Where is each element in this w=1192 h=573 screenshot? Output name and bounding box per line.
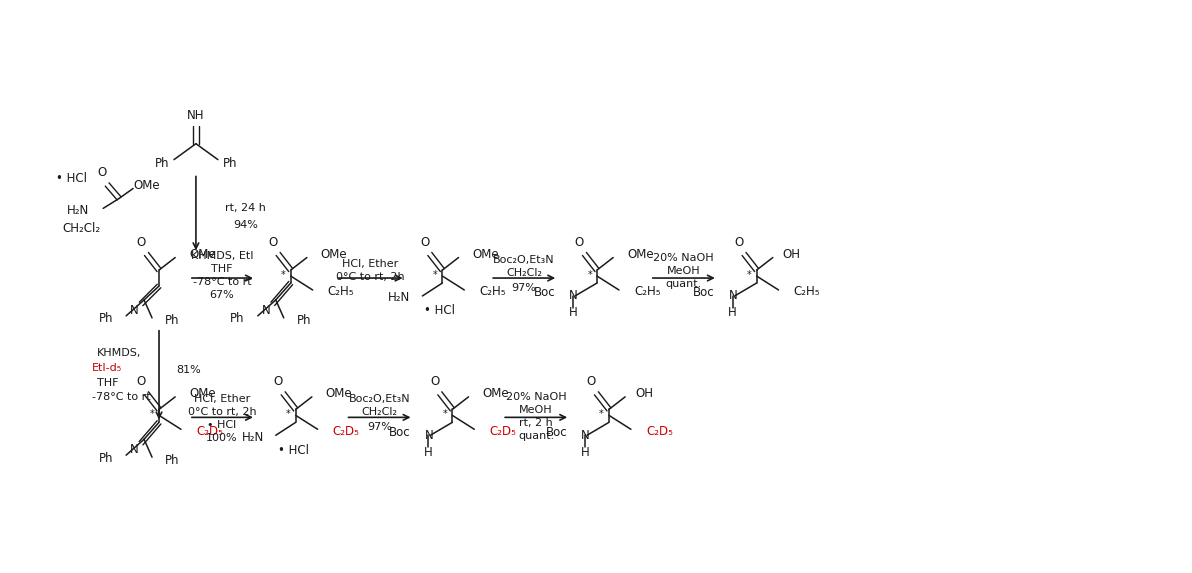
Text: OMe: OMe <box>190 248 216 261</box>
Text: O: O <box>268 236 278 249</box>
Text: O: O <box>430 375 440 388</box>
Text: OMe: OMe <box>627 248 653 261</box>
Text: rt, 24 h: rt, 24 h <box>225 203 266 213</box>
Text: C₂D₅: C₂D₅ <box>489 425 516 438</box>
Text: OMe: OMe <box>325 387 353 401</box>
Text: H₂N: H₂N <box>67 204 89 217</box>
Text: THF: THF <box>98 378 119 387</box>
Text: CH₂Cl₂: CH₂Cl₂ <box>361 407 397 417</box>
Text: *: * <box>600 409 604 419</box>
Text: Ph: Ph <box>223 157 237 170</box>
Text: H: H <box>581 446 589 459</box>
Text: O: O <box>586 375 596 388</box>
Text: Ph: Ph <box>164 454 180 466</box>
Text: *: * <box>433 270 437 280</box>
Text: 20% NaOH: 20% NaOH <box>653 253 714 263</box>
Text: MeOH: MeOH <box>520 405 553 415</box>
Text: O: O <box>98 166 107 179</box>
Text: Ph: Ph <box>155 157 169 170</box>
Text: C₂H₅: C₂H₅ <box>328 285 354 299</box>
Text: • HCl: • HCl <box>278 444 309 457</box>
Text: CH₂Cl₂: CH₂Cl₂ <box>62 222 100 235</box>
Text: H: H <box>424 446 433 459</box>
Text: N: N <box>130 304 139 317</box>
Text: 94%: 94% <box>234 220 259 230</box>
Text: C₂D₅: C₂D₅ <box>646 425 672 438</box>
Text: *: * <box>588 270 592 280</box>
Text: O: O <box>575 236 584 249</box>
Text: H: H <box>728 307 737 319</box>
Text: Boc: Boc <box>546 426 567 439</box>
Text: C₂D₅: C₂D₅ <box>195 425 223 438</box>
Text: HCl, Ether: HCl, Ether <box>194 394 250 405</box>
Text: MeOH: MeOH <box>668 266 701 276</box>
Text: 20% NaOH: 20% NaOH <box>505 393 566 402</box>
Text: C₂H₅: C₂H₅ <box>794 285 820 299</box>
Text: HCl, Ether: HCl, Ether <box>342 259 398 269</box>
Text: O: O <box>137 236 147 249</box>
Text: N: N <box>581 429 590 442</box>
Text: OMe: OMe <box>321 248 347 261</box>
Text: OMe: OMe <box>483 387 509 401</box>
Text: rt, 2 h: rt, 2 h <box>520 418 553 429</box>
Text: 67%: 67% <box>210 290 235 300</box>
Text: OH: OH <box>635 387 653 401</box>
Text: *: * <box>442 409 447 419</box>
Text: 0°C to rt, 2h: 0°C to rt, 2h <box>187 407 256 417</box>
Text: KHMDS,: KHMDS, <box>98 348 142 358</box>
Text: *: * <box>747 270 752 280</box>
Text: • HCl: • HCl <box>424 304 455 317</box>
Text: OMe: OMe <box>190 387 216 401</box>
Text: Ph: Ph <box>99 312 113 325</box>
Text: • HCl: • HCl <box>56 172 87 185</box>
Text: Boc: Boc <box>389 426 410 439</box>
Text: NH: NH <box>187 109 205 122</box>
Text: H₂N: H₂N <box>242 431 263 444</box>
Text: N: N <box>569 289 578 303</box>
Text: N: N <box>424 429 433 442</box>
Text: *: * <box>286 409 291 419</box>
Text: O: O <box>420 236 429 249</box>
Text: H₂N: H₂N <box>389 292 410 304</box>
Text: THF: THF <box>211 264 232 274</box>
Text: C₂H₅: C₂H₅ <box>479 285 505 299</box>
Text: quant.: quant. <box>519 431 554 441</box>
Text: OH: OH <box>783 248 801 261</box>
Text: C₂H₅: C₂H₅ <box>634 285 660 299</box>
Text: -78°C to rt: -78°C to rt <box>193 277 252 287</box>
Text: *: * <box>281 270 286 280</box>
Text: OMe: OMe <box>472 248 499 261</box>
Text: H: H <box>569 307 577 319</box>
Text: O: O <box>734 236 744 249</box>
Text: -78°C to rt: -78°C to rt <box>92 393 151 402</box>
Text: Boc: Boc <box>693 286 715 300</box>
Text: 97%: 97% <box>367 422 392 432</box>
Text: Ph: Ph <box>230 312 244 325</box>
Text: 100%: 100% <box>206 433 237 444</box>
Text: KHMDS, EtI: KHMDS, EtI <box>191 251 253 261</box>
Text: OMe: OMe <box>134 179 161 192</box>
Text: Ph: Ph <box>99 452 113 465</box>
Text: Ph: Ph <box>164 315 180 327</box>
Text: C₂D₅: C₂D₅ <box>333 425 360 438</box>
Text: CH₂Cl₂: CH₂Cl₂ <box>507 268 542 278</box>
Text: N: N <box>130 444 139 456</box>
Text: EtI-d₅: EtI-d₅ <box>92 363 123 372</box>
Text: O: O <box>137 375 147 388</box>
Text: O: O <box>273 375 283 388</box>
Text: 97%: 97% <box>511 283 536 293</box>
Text: N: N <box>262 304 271 317</box>
Text: • HCl: • HCl <box>207 421 236 430</box>
Text: 81%: 81% <box>176 364 201 375</box>
Text: Boc₂O,Et₃N: Boc₂O,Et₃N <box>493 255 555 265</box>
Text: Ph: Ph <box>297 315 311 327</box>
Text: 0°C to rt, 2h: 0°C to rt, 2h <box>336 272 405 282</box>
Text: *: * <box>149 409 154 419</box>
Text: quant.: quant. <box>665 279 702 289</box>
Text: Boc₂O,Et₃N: Boc₂O,Et₃N <box>349 394 410 405</box>
Text: Boc: Boc <box>534 286 555 300</box>
Text: N: N <box>728 289 738 303</box>
